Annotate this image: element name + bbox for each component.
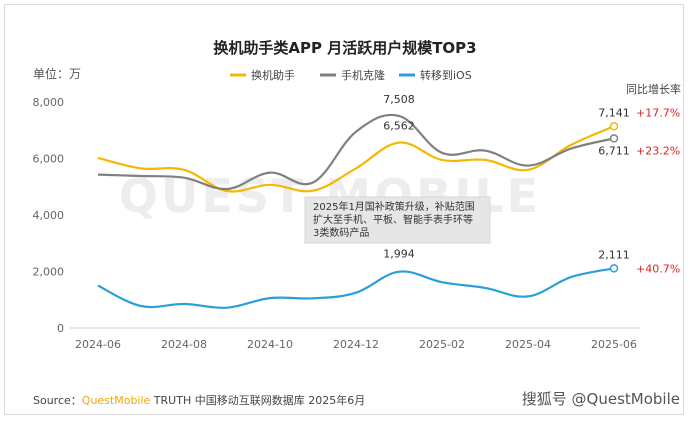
annotation-line: 扩大至手机、平板、智能手表手环等 (313, 213, 473, 226)
peak-value-label: 1,994 (383, 248, 415, 261)
series-lines (97, 113, 619, 309)
x-tick-label: 2025-04 (505, 338, 551, 351)
x-tick-label: 2025-02 (419, 338, 465, 351)
y-tick-label: 4,000 (33, 209, 65, 222)
credit-text: 搜狐号 @QuestMobile (522, 390, 680, 408)
end-point-marker (609, 264, 619, 273)
legend-label: 换机助手 (251, 68, 295, 82)
x-tick-label: 2024-06 (75, 338, 121, 351)
x-tick-label: 2024-12 (333, 338, 379, 351)
data-labels: 7,141 +17.7% 6,711 +23.2% 2,111 +40.7% 7,508 6,… (383, 93, 680, 275)
annotation-line: 3类数码产品 (313, 226, 369, 239)
y-tick-label: 2,000 (33, 266, 65, 279)
end-value-label: 7,141 (598, 106, 630, 119)
y-tick-label: 8,000 (33, 96, 65, 109)
end-value-label: 2,111 (598, 248, 630, 261)
source-brand: QuestMobile (82, 394, 151, 407)
chart-title: 换机助手类APP 月活跃用户规模TOP3 (213, 39, 476, 57)
growth-header: 同比增长率 (626, 82, 681, 96)
y-tick-label: 0 (57, 322, 64, 335)
end-point-marker (609, 122, 619, 131)
chart-frame (4, 4, 684, 415)
x-tick-label: 2024-10 (247, 338, 293, 351)
axes: 0 2,000 4,000 6,000 8,000 2024-06 2024-08 2024-… (33, 96, 640, 351)
growth-label: +23.2% (636, 144, 680, 157)
y-tick-label: 6,000 (33, 153, 65, 166)
legend: 换机助手 手机克隆 转移到iOS (230, 68, 472, 82)
annotation-line: 2025年1月国补政策升级，补贴范围 (313, 200, 475, 213)
legend-label: 转移到iOS (420, 68, 472, 82)
source-line: Source：QuestMobile TRUTH 中国移动互联网数据库 2025… (33, 393, 365, 407)
series-line (97, 125, 615, 193)
source-rest: TRUTH 中国移动互联网数据库 2025年6月 (150, 393, 365, 407)
source-prefix: Source： (33, 394, 82, 407)
x-tick-label: 2025-06 (591, 338, 637, 351)
annotation-background (304, 196, 491, 244)
end-value-label: 6,711 (598, 144, 630, 157)
end-point-marker (609, 134, 619, 143)
peak-value-label: 7,508 (383, 93, 415, 106)
growth-label: +40.7% (636, 262, 680, 275)
series-line (97, 113, 615, 191)
legend-label: 手机克隆 (341, 68, 385, 82)
growth-label: +17.7% (636, 106, 680, 119)
peak-value-label: 6,562 (383, 120, 415, 133)
unit-label: 单位：万 (33, 66, 81, 81)
x-tick-label: 2024-08 (161, 338, 207, 351)
series-line (97, 267, 615, 309)
